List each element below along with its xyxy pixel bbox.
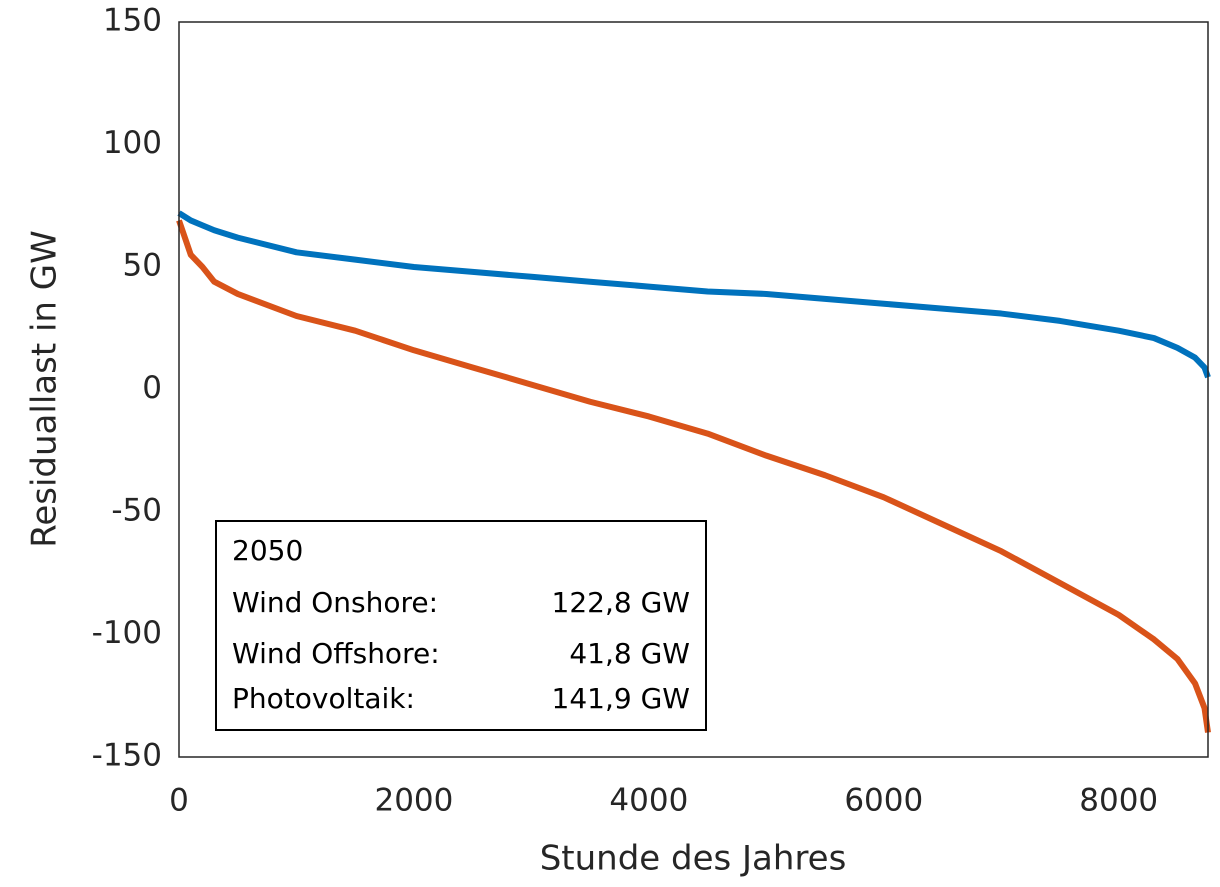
y-tick-label: -100 — [92, 615, 162, 651]
labels: 0 2000 4000 6000 8000 -150 -100 -50 0 50 100 150 — [92, 3, 1159, 819]
data-line — [177, 210, 1211, 379]
y-tick-label: -50 — [111, 493, 162, 529]
x-tick-label: 6000 — [844, 783, 923, 819]
annotation-value: 141,9 GW — [552, 682, 690, 715]
annotation-label: Wind Offshore: — [232, 637, 440, 670]
x-tick-label: 2000 — [374, 783, 453, 819]
x-tick-label: 8000 — [1079, 783, 1158, 819]
annotation-box — [215, 520, 707, 731]
annotation-value: 122,8 GW — [552, 586, 690, 619]
y-tick-label: 0 — [142, 370, 162, 406]
annotation-title: 2050 — [232, 534, 303, 567]
y-tick-label: 50 — [123, 248, 162, 284]
annotation-value: 41,8 GW — [569, 637, 690, 670]
annotation-label: Photovoltaik: — [232, 682, 415, 715]
y-tick-label: -150 — [92, 738, 162, 774]
annotation-label: Wind Onshore: — [232, 586, 438, 619]
plot-frame — [178, 21, 1209, 758]
lines — [176, 210, 1211, 733]
data-line — [176, 219, 1211, 733]
y-axis-label: Residuallast in GW — [25, 230, 65, 548]
x-axis-label: Stunde des Jahres — [540, 839, 847, 879]
x-tick-label: 0 — [169, 783, 189, 819]
y-tick-label: 150 — [103, 3, 162, 39]
y-tick-label: 100 — [103, 125, 162, 161]
x-tick-label: 4000 — [609, 783, 688, 819]
